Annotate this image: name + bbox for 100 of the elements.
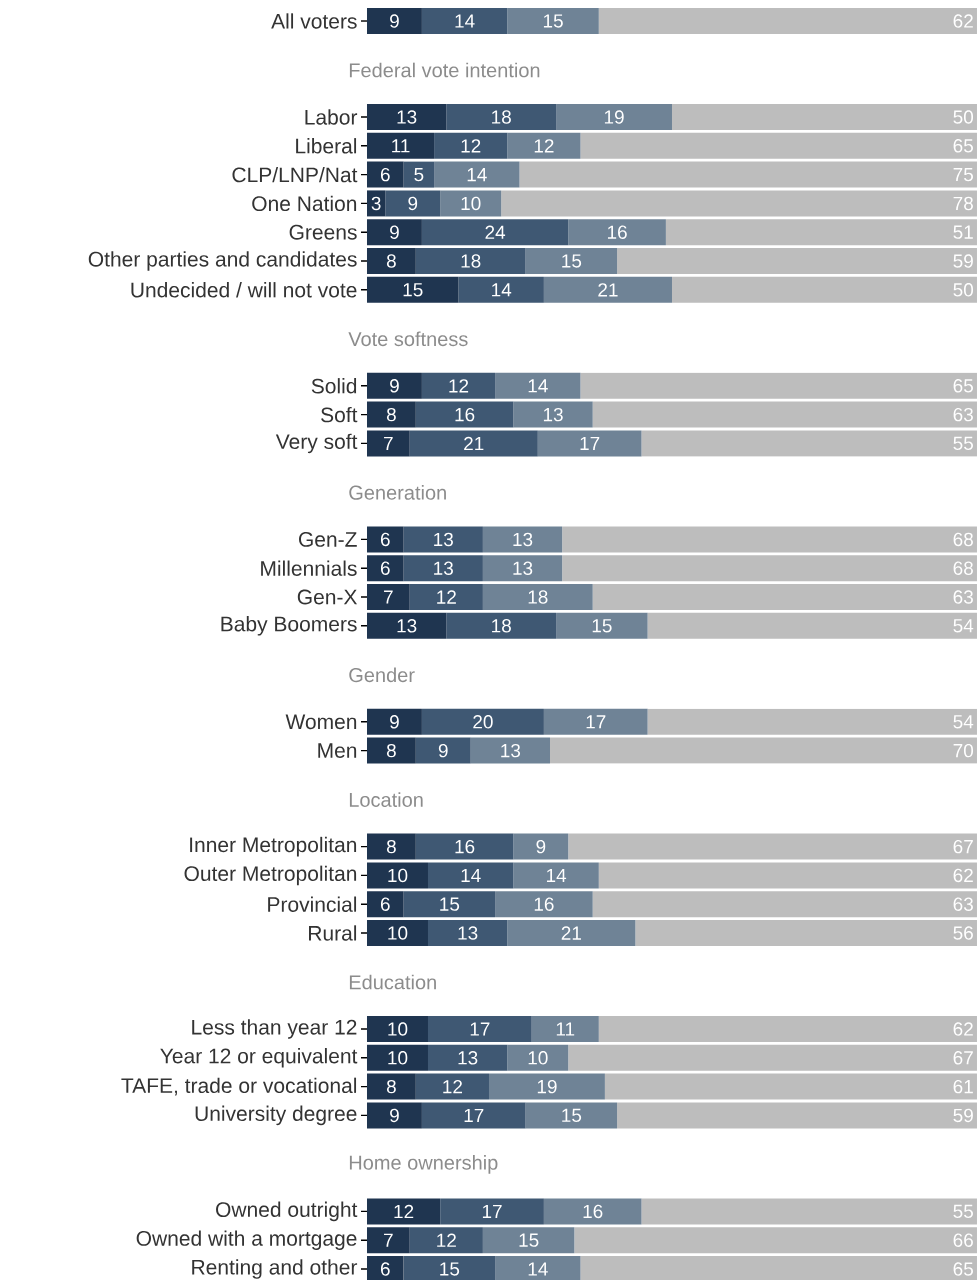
bar: [598, 8, 977, 35]
bar: [440, 1198, 544, 1225]
bar: [427, 862, 514, 889]
bar: [647, 612, 977, 639]
data-label: 59: [953, 254, 973, 268]
bar: [367, 555, 404, 582]
chart-title: Generation: [349, 485, 446, 500]
chart-title: Home ownership: [349, 1155, 498, 1174]
data-label: 17: [586, 715, 606, 729]
data-label: 55: [953, 436, 973, 451]
bar: [415, 833, 514, 860]
chart-title: Vote softness: [348, 331, 468, 347]
data-label: 17: [464, 1108, 484, 1122]
bar: [635, 920, 977, 947]
data-label: 14: [492, 283, 512, 297]
data-label: 17: [470, 1022, 490, 1036]
bar: [366, 1102, 422, 1129]
bar: [592, 584, 977, 611]
bar: [367, 833, 416, 860]
bar: [568, 1044, 977, 1071]
bar: [507, 132, 581, 159]
bar: [488, 1073, 605, 1100]
y-tick-label: Soft: [321, 406, 358, 423]
data-label: 12: [449, 379, 469, 393]
data-label: 66: [953, 1233, 973, 1247]
data-label: 7: [384, 590, 393, 604]
bar: [513, 862, 599, 889]
y-tick-label: Renting and other: [192, 1259, 358, 1279]
data-label: 8: [386, 1079, 396, 1094]
bar: [537, 430, 642, 457]
data-label: 7: [384, 436, 393, 450]
data-label: 10: [388, 868, 408, 883]
data-label: 16: [607, 225, 627, 239]
bar: [409, 1227, 483, 1254]
chart-title: Education: [349, 974, 436, 990]
bar: [495, 891, 593, 918]
bar: [580, 372, 977, 399]
bar: [568, 219, 666, 246]
bar: [513, 833, 569, 860]
data-label: 18: [492, 110, 511, 124]
data-label: 13: [397, 110, 417, 124]
data-label: 16: [583, 1204, 603, 1219]
data-label: 3: [371, 196, 381, 211]
y-tick-label: CLP/LNP/Nat: [232, 166, 358, 183]
bar: [482, 1227, 575, 1254]
bar: [367, 430, 410, 457]
bar: [367, 584, 410, 611]
data-label: 8: [386, 254, 396, 268]
data-label: 12: [394, 1204, 414, 1219]
data-label: 13: [513, 532, 533, 547]
data-label: 61: [953, 1079, 973, 1094]
bar: [366, 276, 459, 303]
bar: [367, 8, 422, 35]
bar: [367, 708, 422, 735]
chart-title: Federal vote intention: [349, 62, 540, 78]
data-label: 20: [473, 715, 493, 729]
data-label: 15: [562, 1108, 582, 1123]
data-label: 16: [455, 839, 475, 854]
bar: [366, 248, 416, 275]
data-label: 13: [501, 743, 521, 758]
data-label: 16: [455, 407, 475, 422]
y-tick-label: Women: [285, 714, 357, 730]
y-tick-label: Year 12 or equivalent: [160, 1048, 358, 1068]
data-label: 12: [437, 1233, 456, 1247]
bar: [647, 708, 977, 735]
bar: [434, 161, 520, 188]
data-label: 51: [953, 225, 973, 239]
data-label: 62: [953, 868, 973, 883]
bar: [556, 104, 672, 131]
data-label: 18: [492, 619, 511, 633]
bar: [366, 104, 447, 131]
bar: [641, 430, 977, 457]
data-label: 9: [408, 196, 418, 211]
data-label: 65: [953, 1262, 973, 1276]
bar: [415, 1073, 489, 1100]
data-label: 7: [384, 1233, 393, 1247]
bar: [367, 891, 404, 918]
data-label: 9: [390, 379, 399, 393]
bar: [495, 372, 581, 399]
data-label: 9: [390, 1108, 399, 1123]
bar: [507, 8, 599, 35]
data-label: 14: [528, 1262, 548, 1276]
data-label: 6: [380, 897, 390, 911]
y-tick-label: Gen-X: [297, 589, 358, 605]
bar: [427, 1016, 532, 1043]
data-label: 70: [953, 743, 974, 758]
bar: [415, 737, 471, 764]
data-label: 68: [953, 561, 973, 575]
data-label: 9: [390, 225, 399, 239]
data-label: 15: [440, 1262, 460, 1276]
data-label: 54: [953, 619, 974, 633]
bar: [671, 104, 977, 131]
bar: [367, 920, 428, 947]
bar: [556, 612, 648, 639]
y-tick-label: Very soft: [275, 433, 358, 454]
bar: [366, 1073, 416, 1100]
data-label: 11: [556, 1022, 575, 1036]
data-label: 19: [537, 1079, 557, 1094]
bar: [427, 920, 508, 947]
data-label: 16: [534, 897, 554, 911]
